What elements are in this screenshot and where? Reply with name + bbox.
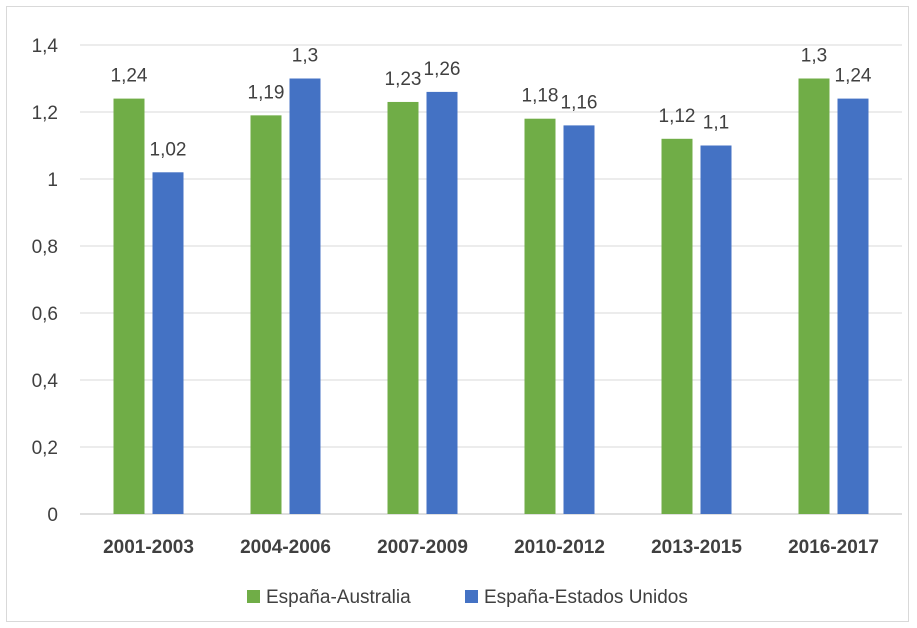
- bar-1-series-0: [250, 115, 282, 514]
- data-label-5-series-0: 1,3: [801, 46, 827, 67]
- bar-5-series-0: [798, 78, 830, 514]
- data-label-5-series-1: 1,24: [835, 66, 872, 87]
- data-label-1-series-0: 1,19: [248, 82, 285, 103]
- data-label-2-series-0: 1,23: [385, 69, 422, 90]
- bar-4-series-1: [700, 145, 732, 514]
- bar-0-series-0: [113, 98, 145, 514]
- bar-5-series-1: [837, 98, 869, 514]
- y-tick-label-5: 1: [47, 170, 58, 191]
- x-tick-label-3: 2010-2012: [514, 537, 605, 558]
- legend-label-1: España-Estados Unidos: [484, 587, 688, 608]
- y-tick-label-0: 0: [47, 505, 58, 526]
- data-label-3-series-1: 1,16: [561, 92, 598, 113]
- y-tick-label-3: 0,6: [32, 304, 58, 325]
- bar-2-series-0: [387, 101, 419, 514]
- data-label-4-series-1: 1,1: [703, 113, 729, 134]
- y-tick-label-4: 0,8: [32, 237, 58, 258]
- y-tick-label-1: 0,2: [32, 438, 58, 459]
- data-label-4-series-0: 1,12: [659, 106, 696, 127]
- y-tick-label-2: 0,4: [32, 371, 59, 392]
- data-label-0-series-0: 1,24: [111, 66, 148, 87]
- legend-swatch-1: [465, 590, 478, 603]
- x-tick-label-1: 2004-2006: [240, 537, 331, 558]
- bar-3-series-1: [563, 125, 595, 515]
- bar-1-series-1: [289, 78, 321, 514]
- x-tick-label-0: 2001-2003: [103, 537, 194, 558]
- bar-3-series-0: [524, 118, 556, 514]
- x-tick-label-2: 2007-2009: [377, 537, 468, 558]
- data-label-1-series-1: 1,3: [292, 46, 318, 67]
- y-tick-label-6: 1,2: [32, 103, 58, 124]
- bar-2-series-1: [426, 91, 458, 515]
- legend-label-0: España-Australia: [266, 587, 411, 608]
- legend-swatch-0: [247, 590, 260, 603]
- data-label-2-series-1: 1,26: [424, 59, 461, 80]
- x-tick-label-4: 2013-2015: [651, 537, 742, 558]
- data-label-0-series-1: 1,02: [150, 139, 187, 160]
- y-tick-label-7: 1,4: [32, 36, 59, 57]
- data-label-3-series-0: 1,18: [522, 86, 559, 107]
- bar-4-series-0: [661, 138, 693, 515]
- x-tick-label-5: 2016-2017: [788, 537, 879, 558]
- bar-0-series-1: [152, 172, 184, 515]
